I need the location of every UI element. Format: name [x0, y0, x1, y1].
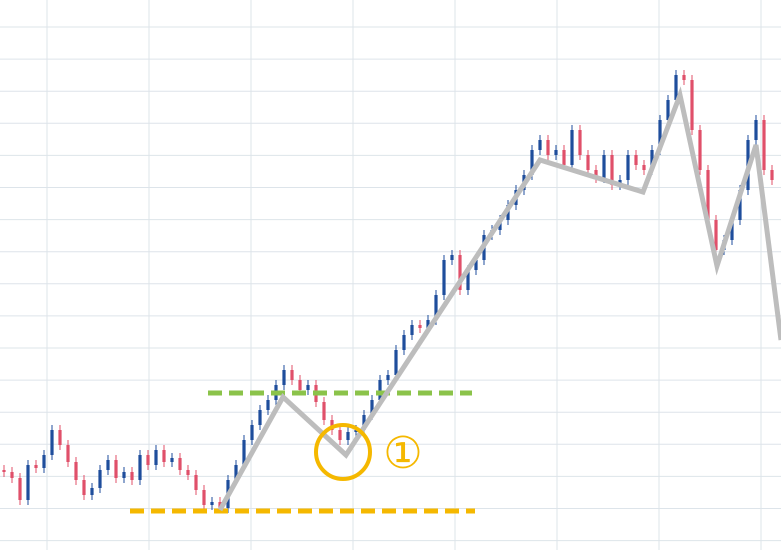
candle-body — [546, 140, 550, 155]
annotation-circle — [314, 423, 372, 481]
candle-body — [250, 425, 254, 440]
candle-body — [146, 455, 150, 465]
candle-body — [450, 255, 454, 260]
candle-body — [42, 455, 46, 468]
candle-body — [674, 75, 678, 100]
candle-body — [194, 475, 198, 490]
candle-body — [90, 488, 94, 495]
candle-body — [82, 480, 86, 495]
candle-body — [642, 165, 646, 170]
candle-body — [242, 440, 246, 465]
candle-body — [410, 325, 414, 335]
candle-body — [738, 190, 742, 220]
candle-body — [330, 420, 334, 430]
candle-body — [658, 120, 662, 150]
candle-body — [10, 472, 14, 478]
candle-body — [602, 155, 606, 178]
candle-body — [770, 170, 774, 180]
candle-body — [682, 75, 686, 80]
candle-body — [306, 385, 310, 390]
candle-body — [170, 458, 174, 462]
candle-body — [474, 260, 478, 270]
candle-body — [754, 120, 758, 140]
candle-body — [706, 170, 710, 220]
candle-body — [586, 155, 590, 170]
candle-body — [634, 155, 638, 165]
candle-body — [698, 130, 702, 170]
candle-body — [346, 432, 350, 440]
candle-body — [690, 80, 694, 130]
candle-body — [650, 150, 654, 170]
candle-body — [562, 150, 566, 165]
trend-line — [217, 86, 781, 512]
candle-body — [418, 325, 422, 328]
candle-body — [34, 465, 38, 468]
candle-body — [178, 458, 182, 470]
candle-body — [50, 430, 54, 455]
annotation-label: ① — [383, 428, 422, 479]
candle-body — [154, 450, 158, 465]
candle-body — [530, 150, 534, 175]
candle-body — [210, 502, 214, 505]
candle-body — [266, 400, 270, 410]
candle-body — [362, 415, 366, 430]
candle-body — [434, 295, 438, 320]
candle-body — [122, 472, 126, 478]
candle-body — [426, 320, 430, 328]
candle-body — [538, 140, 542, 150]
candle-body — [466, 270, 470, 290]
candle-body — [234, 465, 238, 480]
candle-body — [354, 430, 358, 432]
candle-body — [162, 450, 166, 462]
candle-body — [18, 478, 22, 500]
candle-body — [714, 220, 718, 250]
candle-body — [138, 455, 142, 480]
candle-body — [98, 470, 102, 488]
candle-body — [202, 490, 206, 505]
candle-body — [338, 430, 342, 440]
candle-body — [730, 220, 734, 240]
candle-body — [610, 155, 614, 185]
candle-body — [58, 430, 62, 445]
candle-body — [626, 155, 630, 180]
candle-body — [762, 120, 766, 170]
candle-body — [114, 460, 118, 478]
candle-body — [298, 380, 302, 390]
candle-body — [106, 460, 110, 470]
candle-body — [186, 470, 190, 475]
candle-body — [74, 462, 78, 480]
candle-body — [394, 350, 398, 375]
candle-body — [570, 130, 574, 165]
candle-body — [386, 375, 390, 380]
candle-body — [66, 445, 70, 462]
candle-body — [26, 465, 30, 500]
candle-body — [2, 470, 6, 472]
candle-body — [130, 472, 134, 480]
candle-body — [370, 400, 374, 415]
candle-body — [402, 335, 406, 350]
candle-body — [458, 255, 462, 290]
candle-body — [578, 130, 582, 155]
candle-body — [378, 380, 382, 400]
candle-body — [594, 170, 598, 178]
candle-body — [442, 260, 446, 295]
candle-body — [290, 370, 294, 380]
candle-body — [666, 100, 670, 120]
candle-body — [554, 150, 558, 155]
candle-body — [282, 370, 286, 385]
candle-body — [322, 402, 326, 420]
candle-body — [258, 410, 262, 425]
